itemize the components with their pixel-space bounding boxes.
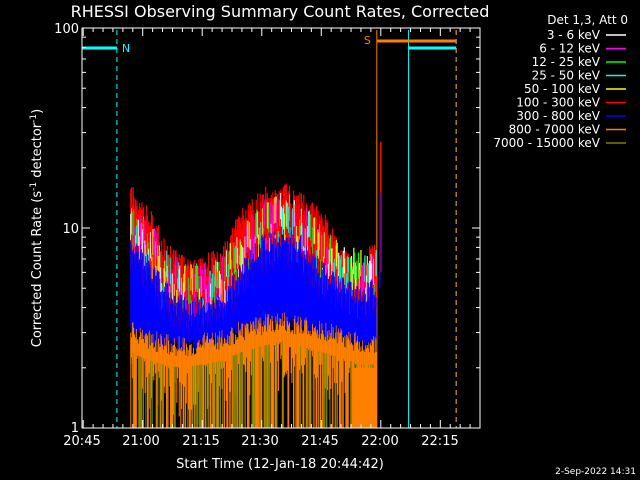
axis-layer	[82, 28, 481, 429]
x-tick-label: 21:15	[182, 434, 219, 449]
x-tick-label: 21:00	[122, 434, 159, 449]
legend-label: 100 - 300 keV	[516, 96, 600, 110]
legend-label: 50 - 100 keV	[524, 82, 601, 96]
x-axis-label: Start Time (12-Jan-18 20:44:42)	[176, 457, 384, 472]
legend-label: 6 - 12 keV	[539, 42, 601, 56]
y-tick-1: 1	[71, 421, 79, 436]
legend-label: 3 - 6 keV	[547, 28, 601, 42]
y-tick-100: 100	[54, 22, 79, 37]
legend-label: 800 - 7000 keV	[509, 123, 601, 137]
legend-label: 12 - 25 keV	[532, 55, 601, 69]
x-tick-label: 22:00	[361, 434, 398, 449]
night-label: N	[122, 42, 130, 55]
legend-label: 7000 - 15000 keV	[493, 136, 600, 150]
x-tick-label: 20:45	[63, 434, 100, 449]
x-tick-label: 21:45	[301, 434, 338, 449]
x-tick-label: 21:30	[241, 434, 278, 449]
saa-label: S	[364, 34, 371, 47]
legend-title: Det 1,3, Att 0	[547, 13, 628, 27]
chart-title: RHESSI Observing Summary Count Rates, Co…	[71, 2, 490, 21]
legend-label: 25 - 50 keV	[532, 69, 601, 83]
x-tick-labels: 20:45 21:00 21:15 21:30 21:45 22:00 22:1…	[63, 434, 458, 449]
x-tick-label: 22:15	[421, 434, 458, 449]
data-layer: NS	[81, 30, 457, 428]
rate-800-7000-block	[353, 367, 377, 428]
timestamp: 2-Sep-2022 14:31	[555, 467, 636, 477]
legend-label: 300 - 800 keV	[516, 109, 600, 123]
y-axis-label: Corrected Count Rate (s-1 detector-1)	[29, 109, 45, 347]
y-tick-10: 10	[62, 222, 79, 237]
